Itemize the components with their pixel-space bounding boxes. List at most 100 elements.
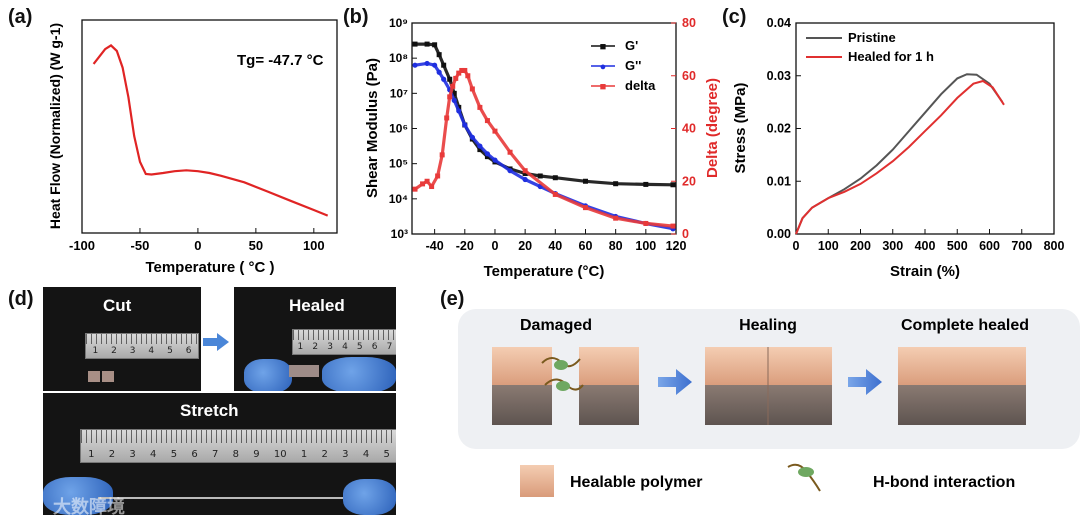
chart-b-ytick-label: 10⁵ — [389, 157, 408, 171]
chart-b-ytick-label: 10⁴ — [389, 192, 408, 206]
ruler-large: 1 2 3 4 5 6 7 8 9 10 1 2 3 4 5 — [80, 429, 396, 463]
chart-b-point — [484, 118, 490, 124]
chart-b-xtick-label: 80 — [609, 239, 623, 253]
chart-a-frame — [81, 19, 338, 234]
chart-c-series-line — [795, 73, 1004, 235]
chart-b-legend-marker: ■ — [600, 81, 607, 93]
chart-b-point — [439, 152, 445, 158]
chart-b-xtick-label: 60 — [579, 239, 593, 253]
block-damaged-left — [492, 347, 552, 425]
chart-c-xtick-label: 500 — [947, 239, 968, 253]
chart-b-point — [582, 205, 588, 211]
hbond-icon-damaged — [541, 357, 584, 391]
chart-b-point — [552, 175, 558, 181]
chart-b-point — [465, 73, 471, 79]
photo-healed-title: Healed — [289, 296, 345, 315]
ruler-number: 3 — [129, 449, 136, 460]
ruler-number: 2 — [111, 346, 117, 356]
chart-b-point — [412, 62, 418, 68]
chart-b-point — [444, 115, 450, 121]
label-complete-healed: Complete healed — [901, 317, 1029, 334]
arrow-healing-to-complete — [848, 369, 882, 395]
photo-stretch: Stretch 1 2 3 4 5 6 7 8 9 10 1 2 3 4 5 大数障境 — [43, 393, 396, 515]
chart-c-stress-strain: 0 100 200 300 400 500 600 700 800 0.00 0.01 0.02 0.0… — [732, 16, 1065, 280]
ruler-number: 4 — [148, 346, 155, 356]
ruler-number: 4 — [150, 449, 157, 460]
chart-b-point — [424, 60, 430, 67]
block-healing — [705, 347, 832, 425]
ruler-number: 3 — [342, 449, 349, 460]
ruler-number: 8 — [232, 449, 239, 460]
glove-right — [322, 357, 396, 391]
chart-b-point — [424, 41, 430, 47]
chart-b-xtick-label: 100 — [635, 239, 656, 253]
chart-b-y2tick-label: 20 — [682, 174, 696, 188]
ruler-number: 3 — [129, 346, 136, 356]
chart-b-point — [477, 143, 483, 149]
chart-b-point — [582, 178, 588, 184]
chart-b-point — [613, 181, 619, 187]
chart-b-point — [462, 67, 468, 73]
chart-c-ylabel: Stress (MPa) — [732, 83, 749, 174]
chart-b-y2tick-label: 80 — [682, 16, 696, 30]
chart-a-line — [92, 44, 329, 217]
chart-c-xtick-label: 800 — [1044, 239, 1065, 253]
chart-b-xtick-label: -40 — [426, 239, 444, 253]
chart-b-ytick-label: 10⁷ — [390, 86, 408, 100]
chart-b-point — [484, 154, 490, 160]
schematic-healing: Damaged Healing Complete healed Healable… — [458, 309, 1080, 497]
chart-a-xtick-label: 0 — [194, 238, 201, 253]
chart-c-xlabel: Strain (%) — [890, 263, 960, 280]
ruler-number: 1 — [300, 449, 308, 460]
chart-c-ytick-label: 0.00 — [767, 227, 791, 241]
chart-b-y2tick-label: 0 — [682, 227, 689, 241]
ruler-number: 2 — [108, 449, 116, 460]
chart-b-point — [462, 122, 468, 128]
chart-b-point — [412, 41, 418, 47]
chart-b-xlabel: Temperature (°C) — [484, 263, 605, 280]
photo-stretch-title: Stretch — [180, 401, 239, 420]
chart-b-point — [450, 83, 456, 89]
panel-label-a: (a) — [8, 6, 33, 28]
chart-b-point — [477, 104, 483, 110]
chart-a-annotation: Tg= -47.7 °C — [237, 52, 324, 69]
ruler-number: 5 — [170, 449, 178, 460]
arrow-damaged-to-healing — [658, 369, 692, 395]
ruler-number: 7 — [211, 449, 219, 460]
chart-b-point — [453, 75, 459, 81]
chart-c-xtick-label: 700 — [1011, 239, 1032, 253]
chart-b-legend-marker: ■ — [600, 41, 607, 53]
ruler-number: 4 — [342, 342, 348, 352]
panel-label-c: (c) — [722, 6, 747, 28]
chart-b-point — [522, 171, 528, 177]
ruler-number: 3 — [327, 342, 333, 352]
chart-c-xtick-label: 200 — [850, 239, 871, 253]
chart-c-xtick-label: 300 — [882, 239, 903, 253]
chart-b-ylabel: Shear Modulus (Pa) — [364, 58, 381, 198]
chart-b-point — [451, 97, 457, 103]
chart-b-point — [484, 151, 491, 157]
legend-polymer-swatch — [520, 465, 554, 497]
chart-a-xtick-label: 50 — [249, 238, 263, 253]
chart-b-point — [435, 173, 441, 179]
legend-polymer-label: Healable polymer — [570, 474, 703, 491]
chart-b-frame — [411, 22, 677, 235]
chart-b-ytick-label: 10⁸ — [389, 51, 408, 65]
chart-b-point — [441, 76, 447, 82]
chart-b-point — [441, 62, 447, 68]
panel-label-e: (e) — [440, 288, 465, 310]
chart-a-ylabel: Heat Flow (Normalized) (W g-1) — [47, 23, 63, 229]
chart-b-point — [432, 42, 438, 48]
chart-b-xtick-label: 20 — [518, 239, 532, 253]
chart-b-point — [424, 178, 430, 184]
chart-b-point — [537, 173, 543, 179]
chart-b-point — [459, 67, 465, 73]
chart-b-rheology: -40 -20 0 20 40 60 80 100 120 10³ 10⁴ 10⁵ 10⁶ 10⁷ 10⁸ 1… — [364, 16, 720, 280]
chart-b-y2tick-label: 60 — [682, 69, 696, 83]
chart-b-point — [670, 182, 676, 188]
ruler-number: 2 — [321, 449, 328, 460]
chart-b-point — [469, 86, 475, 92]
chart-b-point — [522, 168, 528, 174]
